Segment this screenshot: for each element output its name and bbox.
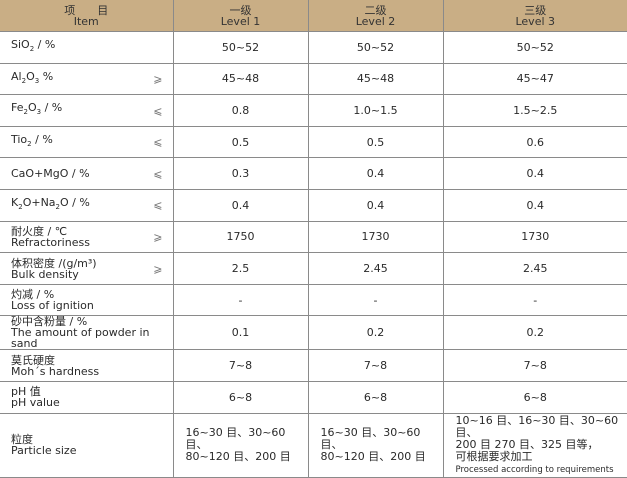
- level-2-value: 0.4: [307, 189, 444, 222]
- level-1-value: 0.5: [172, 125, 309, 159]
- level-2-value: 6~8: [307, 381, 444, 414]
- level-3-value: 0.4: [442, 157, 627, 191]
- comparison-operator: ⩽: [153, 167, 163, 181]
- table-row: 体积密度 /(g/m³) Bulk density ⩾ 2.5 2.45 2.45: [0, 252, 627, 285]
- level-2-value: -: [307, 283, 444, 317]
- table-row: 莫氏硬度 Moh´s hardness 7~8 7~8 7~8: [0, 349, 627, 383]
- level-3-value: 0.4: [442, 189, 627, 222]
- header-row: 项 目 Item 一级 Level 1 二级 Level 2 三级 Level 3: [0, 0, 627, 33]
- level-1-value: -: [172, 283, 309, 317]
- level-1-value: 7~8: [172, 349, 309, 383]
- table-row: K2O+Na2O / % ⩽ 0.4 0.4 0.4: [0, 189, 627, 222]
- table-row: CaO+MgO / % ⩽ 0.3 0.4 0.4: [0, 157, 627, 191]
- level-3-value: 50~52: [442, 31, 627, 64]
- level-2-value: 0.2: [307, 315, 444, 351]
- level-2-value: 1730: [307, 220, 444, 254]
- level-1-value: 50~52: [172, 31, 309, 64]
- level-1-value: 2.5: [172, 252, 309, 285]
- level-2-value: 50~52: [307, 31, 444, 64]
- level-2-value: 45~48: [307, 62, 444, 96]
- comparison-operator: ⩾: [153, 230, 163, 244]
- level-3-value: 10~16 目、16~30 目、30~60 目、 200 目 270 目、325 …: [442, 412, 627, 478]
- level-2-value: 7~8: [307, 349, 444, 383]
- level-1-value: 0.4: [172, 189, 309, 222]
- table-row: SiO2 / % 50~52 50~52 50~52: [0, 31, 627, 64]
- level-3-value: 2.45: [442, 252, 627, 285]
- comparison-operator: ⩽: [153, 198, 163, 212]
- item-label: 莫氏硬度 Moh´s hardness: [0, 349, 174, 383]
- level-2-value: 0.4: [307, 157, 444, 191]
- level-2-value: 0.5: [307, 125, 444, 159]
- item-label: SiO2 / %: [0, 31, 174, 64]
- comparison-operator: ⩽: [153, 104, 163, 118]
- level-3-value: 7~8: [442, 349, 627, 383]
- comparison-operator: ⩽: [153, 135, 163, 149]
- item-label: 灼减 / % Loss of ignition: [0, 283, 174, 317]
- level-1-value: 45~48: [172, 62, 309, 96]
- level-3-value: 45~47: [442, 62, 627, 96]
- level-3-value: 1.5~2.5: [442, 94, 627, 127]
- item-label: 体积密度 /(g/m³) Bulk density ⩾: [0, 252, 174, 285]
- header-level-2: 二级 Level 2: [307, 0, 444, 33]
- level-1-value: 0.3: [172, 157, 309, 191]
- comparison-operator: ⩾: [153, 262, 163, 276]
- level-2-value: 16~30 目、30~60 目、 80~120 目、200 目: [307, 412, 444, 478]
- table-row: 灼减 / % Loss of ignition - - -: [0, 283, 627, 317]
- item-label: 耐火度 / ℃ Refractoriness ⩾: [0, 220, 174, 254]
- table-row-particle-size: 粒度 Particle size 16~30 目、30~60 目、 80~120 目…: [0, 412, 627, 478]
- level-3-value: -: [442, 283, 627, 317]
- item-label: Fe2O3 / % ⩽: [0, 94, 174, 127]
- item-label: K2O+Na2O / % ⩽: [0, 189, 174, 222]
- item-label: CaO+MgO / % ⩽: [0, 157, 174, 191]
- table-row: Tio2 / % ⩽ 0.5 0.5 0.6: [0, 125, 627, 159]
- table-row: pH 值 pH value 6~8 6~8 6~8: [0, 381, 627, 414]
- level-1-value: 6~8: [172, 381, 309, 414]
- level-3-value: 0.2: [442, 315, 627, 351]
- level-2-value: 2.45: [307, 252, 444, 285]
- item-label: Al2O3 % ⩾: [0, 62, 174, 96]
- table-row: Fe2O3 / % ⩽ 0.8 1.0~1.5 1.5~2.5: [0, 94, 627, 127]
- item-label: Tio2 / % ⩽: [0, 125, 174, 159]
- level-1-value: 1750: [172, 220, 309, 254]
- table-row: 耐火度 / ℃ Refractoriness ⩾ 1750 1730 1730: [0, 220, 627, 254]
- table-row: 砂中含粉量 / % The amount of powder in sand 0.1…: [0, 315, 627, 351]
- level-3-value: 1730: [442, 220, 627, 254]
- level-3-value: 0.6: [442, 125, 627, 159]
- level-1-value: 0.8: [172, 94, 309, 127]
- level-1-value: 16~30 目、30~60 目、 80~120 目、200 目: [172, 412, 309, 478]
- item-label: pH 值 pH value: [0, 381, 174, 414]
- header-level-3: 三级 Level 3: [442, 0, 627, 33]
- comparison-operator: ⩾: [153, 72, 163, 86]
- header-level-1: 一级 Level 1: [172, 0, 309, 33]
- item-label: 粒度 Particle size: [0, 412, 174, 478]
- level-2-value: 1.0~1.5: [307, 94, 444, 127]
- header-item: 项 目 Item: [0, 0, 174, 33]
- item-label: 砂中含粉量 / % The amount of powder in sand: [0, 315, 174, 351]
- level-1-value: 0.1: [172, 315, 309, 351]
- level-3-value: 6~8: [442, 381, 627, 414]
- table-row: Al2O3 % ⩾ 45~48 45~48 45~47: [0, 62, 627, 96]
